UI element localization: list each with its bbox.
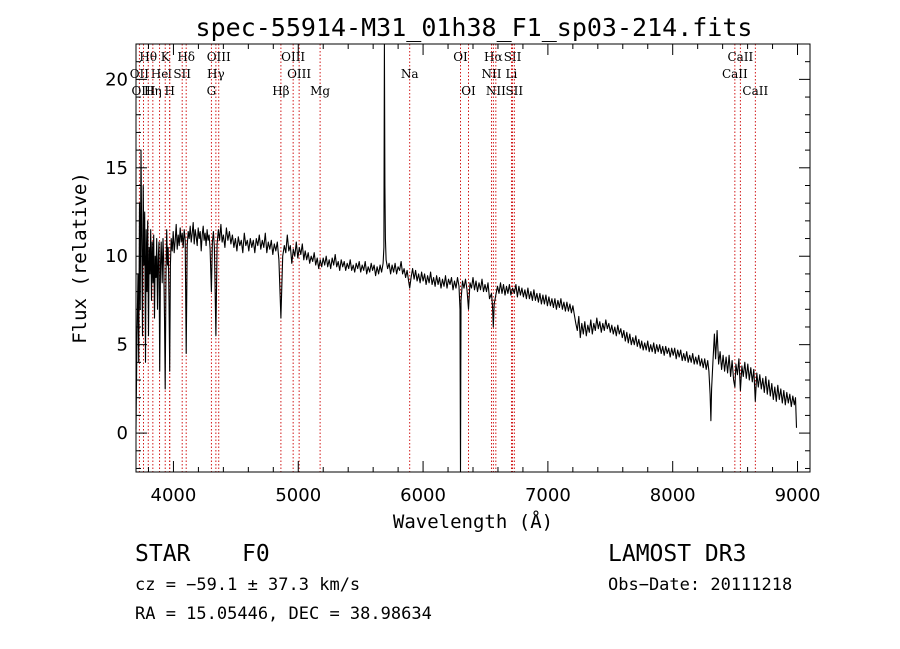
y-tick-label: 10 — [105, 246, 128, 267]
x-tick-label: 6000 — [400, 485, 446, 506]
spectral-line-label: OIII — [131, 84, 155, 98]
spectral-line-label: NII — [486, 84, 506, 98]
spectral-line-label: G — [207, 84, 217, 98]
object-subclass: F0 — [242, 541, 270, 567]
x-tick-label: 5000 — [275, 485, 321, 506]
spectral-line-label: CaII — [742, 84, 768, 98]
spectral-line-label: SII — [505, 84, 523, 98]
y-tick-label: 20 — [105, 69, 128, 90]
spectral-line-label: Hδ — [177, 50, 195, 64]
spectral-line-label: CaII — [727, 50, 753, 64]
spectral-line-label: He — [151, 67, 169, 81]
spectral-line-label: K — [161, 50, 171, 64]
spectral-line-label: OIII — [207, 50, 231, 64]
spectral-line-label: NII — [481, 67, 501, 81]
x-tick-label: 4000 — [151, 485, 197, 506]
y-tick-label: 0 — [117, 423, 128, 444]
y-axis-label: Flux (relative) — [69, 172, 91, 344]
coordinates: RA = 15.05446, DEC = 38.98634 — [135, 604, 432, 624]
object-class: STAR — [135, 541, 191, 567]
x-tick-label: 8000 — [650, 485, 696, 506]
spectral-line-label: H — [164, 84, 174, 98]
spectrum-series — [135, 43, 798, 473]
survey-name: LAMOST DR3 — [608, 541, 746, 567]
spectral-line-label: OI — [461, 84, 476, 98]
x-axis-label: Wavelength (Å) — [393, 510, 553, 533]
observation-date: Obs−Date: 20111218 — [608, 575, 792, 595]
spectral-line-label: OIII — [287, 67, 311, 81]
spectral-line-label: OIII — [281, 50, 305, 64]
x-tick-label: 9000 — [775, 485, 821, 506]
spectral-line-label: Hβ — [272, 84, 289, 98]
plot-frame — [135, 43, 811, 473]
y-tick-label: 5 — [117, 335, 128, 356]
spectral-line-label: I — [167, 67, 172, 81]
series-line-flux — [135, 43, 798, 473]
x-tick-label: 7000 — [525, 485, 571, 506]
spectral-line-label: SII — [173, 67, 191, 81]
spectral-line-label: SII — [504, 50, 522, 64]
spectral-line-label: Hγ — [207, 67, 225, 81]
spectral-line-label: CaII — [722, 67, 748, 81]
spectral-line-label: OI — [453, 50, 468, 64]
spectral-line-label: Li — [506, 67, 518, 81]
axes: 4000 5000 6000 7000 8000 9000 0 5 10 15 20 — [105, 43, 821, 506]
spectral-line-label: Mg — [310, 84, 330, 98]
spectral-line-label: Hα — [484, 50, 503, 64]
chart-title: spec-55914-M31_01h38_F1_sp03-214.fits — [196, 13, 753, 42]
spectral-line-label: Hη — [144, 84, 162, 98]
spectral-line-label: OII — [130, 67, 150, 81]
y-tick-label: 15 — [105, 158, 128, 179]
redshift-cz: cz = −59.1 ± 37.3 km/s — [135, 575, 360, 595]
spectral-line-label: Hθ — [139, 50, 157, 64]
spectral-line-label: Na — [401, 67, 419, 81]
